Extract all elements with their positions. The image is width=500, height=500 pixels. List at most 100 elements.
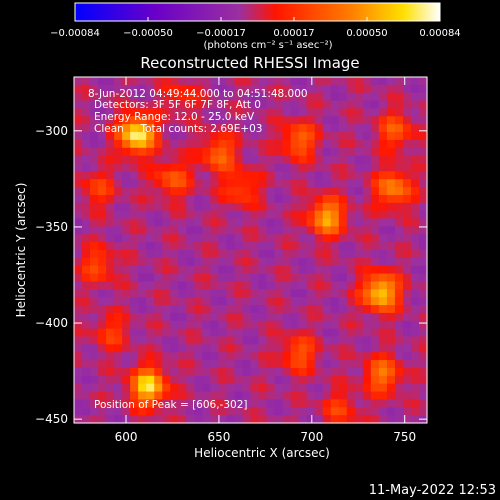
footer-timestamp: 11-May-2022 12:53: [369, 483, 496, 498]
heatmap-cell: [322, 116, 332, 125]
heatmap-cell: [114, 92, 123, 102]
heatmap-cell: [170, 124, 179, 133]
heatmap-cell: [138, 132, 147, 141]
heatmap-cell: [370, 399, 380, 408]
heatmap-cell: [410, 132, 420, 141]
heatmap-cell: [418, 218, 428, 228]
heatmap-cell: [114, 305, 123, 314]
heatmap-cell: [418, 328, 428, 338]
heatmap-cell: [170, 391, 179, 401]
heatmap-cell: [266, 234, 276, 243]
heatmap-cell: [354, 328, 364, 338]
heatmap-cell: [74, 399, 83, 408]
heatmap-cell: [346, 399, 356, 408]
heatmap-cell: [410, 100, 420, 110]
heatmap-cell: [162, 415, 171, 424]
heatmap-cell: [98, 320, 107, 330]
heatmap-cell: [370, 328, 380, 338]
heatmap-cell: [274, 320, 284, 330]
heatmap-cell: [274, 100, 284, 110]
heatmap-cell: [98, 147, 107, 157]
heatmap-cell: [330, 194, 340, 204]
heatmap-cell: [130, 132, 139, 141]
heatmap-cell: [186, 407, 195, 416]
heatmap-cell: [250, 218, 260, 228]
heatmap-cell: [298, 257, 308, 267]
heatmap-cell: [178, 92, 187, 102]
heatmap-cell: [114, 360, 123, 369]
heatmap-cell: [250, 132, 260, 141]
heatmap-cell: [402, 289, 412, 298]
heatmap-cell: [202, 352, 211, 361]
heatmap-cell: [250, 399, 260, 408]
heatmap-cell: [290, 77, 300, 86]
heatmap-cell: [82, 289, 91, 298]
heatmap-cell: [330, 234, 340, 243]
heatmap-cell: [162, 187, 171, 196]
heatmap-cell: [122, 147, 131, 157]
heatmap-cell: [122, 210, 131, 220]
heatmap-cell: [138, 265, 147, 275]
heatmap-cell: [114, 155, 123, 165]
heatmap-cell: [138, 226, 147, 235]
heatmap-cell: [282, 360, 292, 369]
heatmap-cell: [130, 273, 139, 283]
heatmap-cell: [98, 289, 107, 298]
heatmap-cell: [306, 328, 316, 338]
heatmap-cell: [330, 147, 340, 157]
heatmap-cell: [314, 139, 324, 149]
heatmap-cell: [130, 202, 139, 212]
heatmap-cell: [242, 116, 252, 125]
heatmap-cell: [346, 147, 356, 157]
heatmap-cell: [186, 187, 195, 196]
heatmap-cell: [370, 289, 380, 298]
heatmap-cell: [394, 415, 404, 424]
heatmap-cell: [106, 210, 115, 220]
heatmap-cell: [170, 344, 179, 353]
heatmap-cell: [346, 171, 356, 180]
heatmap-cell: [274, 242, 284, 251]
heatmap-cell: [130, 187, 139, 196]
heatmap-cell: [114, 336, 123, 345]
heatmap-cell: [362, 250, 372, 259]
heatmap-cell: [178, 77, 187, 86]
heatmap-cell: [186, 281, 195, 290]
heatmap-cell: [194, 155, 203, 165]
heatmap-cell: [82, 360, 91, 369]
heatmap-cell: [186, 226, 195, 235]
heatmap-cell: [106, 360, 115, 369]
heatmap-cell: [290, 234, 300, 243]
heatmap-cell: [314, 305, 324, 314]
heatmap-cell: [202, 124, 211, 133]
heatmap-cell: [338, 336, 348, 345]
heatmap-cell: [250, 124, 260, 133]
heatmap-cell: [194, 242, 203, 251]
heatmap-cell: [130, 147, 139, 157]
heatmap-cell: [154, 297, 163, 306]
heatmap-cell: [314, 92, 324, 102]
heatmap-cell: [90, 124, 99, 133]
heatmap-cell: [330, 171, 340, 180]
heatmap-cell: [402, 328, 412, 338]
heatmap-cell: [354, 77, 364, 86]
heatmap-cell: [226, 289, 236, 298]
heatmap-cell: [90, 415, 99, 424]
heatmap-cell: [290, 242, 300, 251]
heatmap-cell: [154, 155, 163, 165]
heatmap-cell: [130, 234, 139, 243]
heatmap-cell: [122, 281, 131, 290]
heatmap-cell: [114, 124, 123, 133]
heatmap-cell: [330, 116, 340, 125]
heatmap-cell: [210, 360, 220, 369]
heatmap-cell: [218, 242, 228, 251]
heatmap-cell: [130, 226, 139, 235]
heatmap-cell: [106, 100, 115, 110]
heatmap-cell: [394, 367, 404, 377]
heatmap-cell: [330, 124, 340, 133]
heatmap-cell: [346, 250, 356, 259]
heatmap-cell: [138, 312, 147, 322]
heatmap-cell: [314, 218, 324, 228]
heatmap-cell: [354, 132, 364, 141]
heatmap-cell: [226, 250, 236, 259]
heatmap-cell: [378, 77, 388, 86]
